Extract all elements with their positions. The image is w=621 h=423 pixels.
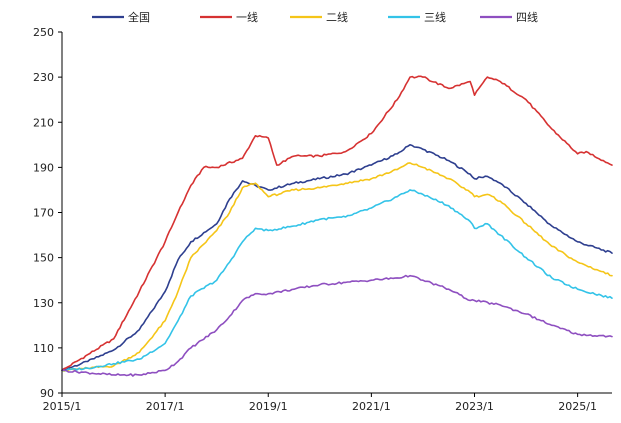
x-tick-label: 2019/1 xyxy=(249,400,288,413)
legend-label-1: 全国 xyxy=(128,10,150,24)
legend-label-2: 一线 xyxy=(236,10,258,24)
x-tick-label: 2021/1 xyxy=(352,400,391,413)
y-tick-label: 150 xyxy=(33,252,54,265)
x-tick-label: 2017/1 xyxy=(146,400,185,413)
series-layer xyxy=(61,75,613,377)
y-axis-ticks: 90 110 130 150 170 190 210 230 250 xyxy=(33,26,62,400)
legend-label-4: 三线 xyxy=(424,10,446,24)
x-axis-ticks: 2015/1 2017/1 2019/1 2021/1 2023/1 2025/1 xyxy=(43,393,597,413)
series-line-1 xyxy=(61,144,613,372)
x-tick-label: 2015/1 xyxy=(43,400,82,413)
legend-label-5: 四线 xyxy=(516,10,538,24)
y-tick-label: 190 xyxy=(33,161,54,174)
x-tick-label: 2025/1 xyxy=(558,400,597,413)
series-line-2 xyxy=(61,75,613,372)
y-tick-label: 130 xyxy=(33,297,54,310)
y-tick-label: 110 xyxy=(33,342,54,355)
y-tick-label: 170 xyxy=(33,207,54,220)
series-line-3 xyxy=(61,162,613,372)
y-tick-label: 250 xyxy=(33,26,54,39)
legend-label-3: 二线 xyxy=(326,10,348,24)
y-tick-label: 210 xyxy=(33,116,54,129)
chart-legend: 全国 一线 二线 三线 四线 xyxy=(92,10,538,24)
y-tick-label: 230 xyxy=(33,71,54,84)
y-tick-label: 90 xyxy=(40,387,54,400)
series-line-4 xyxy=(61,189,613,372)
x-tick-label: 2023/1 xyxy=(455,400,494,413)
series-line-5 xyxy=(61,274,613,377)
